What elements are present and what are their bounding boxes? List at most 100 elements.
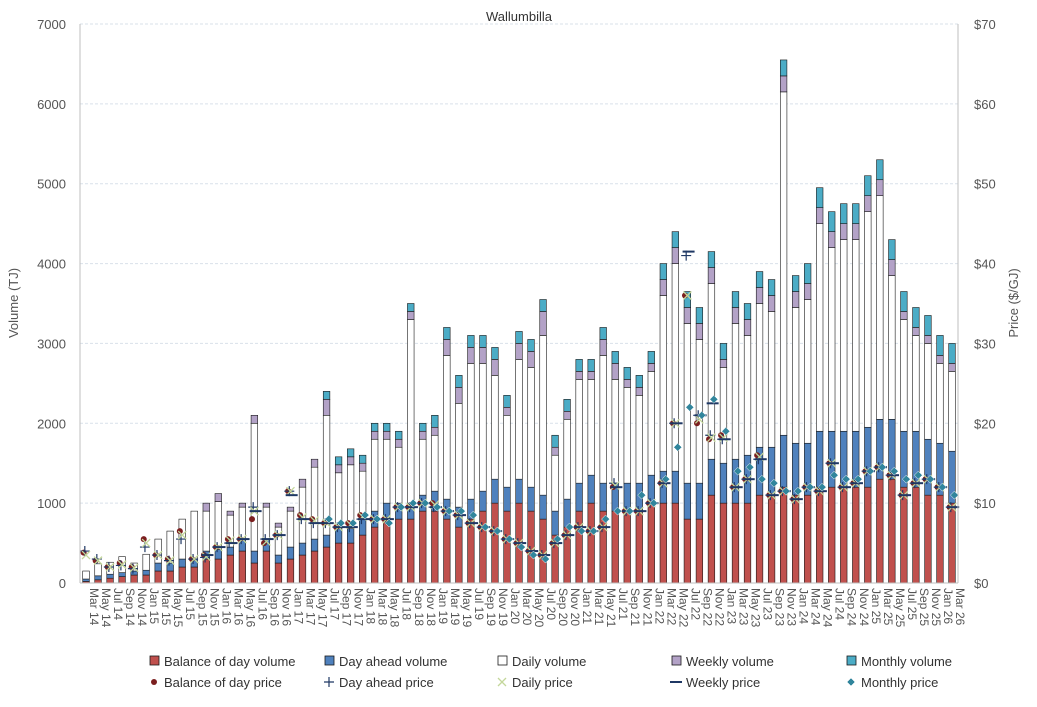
x-tick-label: May 22: [676, 588, 690, 628]
volume-bar: [635, 395, 643, 484]
price-point: [420, 498, 430, 508]
price-point: [709, 394, 719, 404]
price-point: [492, 526, 502, 536]
volume-bar: [599, 482, 607, 512]
volume-bar: [467, 363, 475, 500]
price-point: [432, 502, 442, 512]
volume-bar: [695, 482, 704, 520]
x-tick-label: Jul 22: [688, 588, 702, 620]
volume-bar: [599, 339, 607, 356]
price-point: [372, 514, 382, 524]
y-tick-label: 2000: [37, 416, 66, 431]
price-point: [517, 542, 526, 552]
volume-bar: [455, 403, 463, 508]
price-point: [649, 498, 659, 508]
volume-bar: [611, 363, 619, 380]
axes-layer: 0 1000 2000 3000 4000 5000 6000 7000 $0 $10 $20 $30…: [37, 17, 996, 591]
volume-bar: [804, 263, 812, 284]
volume-bar: [695, 323, 704, 340]
volume-bar: [575, 482, 583, 512]
x-tick-label: Sep 19: [484, 588, 498, 626]
volume-bar: [767, 295, 776, 312]
price-point: [853, 474, 863, 484]
x-tick-label: Jan 24: [797, 588, 811, 624]
volume-bar: [816, 187, 824, 208]
volume-bar: [226, 546, 234, 556]
volume-bar: [334, 528, 343, 544]
volume-bar: [479, 347, 487, 364]
volume-bar: [755, 271, 764, 288]
volume-bar: [298, 478, 307, 488]
price-point: [625, 506, 635, 516]
volume-bar: [659, 263, 667, 280]
price-point: [682, 291, 692, 300]
volume-bar: [900, 291, 908, 312]
volume-bar: [623, 367, 631, 380]
x-tick-label: Nov 23: [785, 588, 799, 626]
volume-bar: [828, 247, 836, 432]
volume-bar: [118, 572, 126, 577]
volume-bar: [443, 327, 451, 340]
volume-bar: [671, 470, 679, 504]
volume-bar: [755, 303, 764, 448]
volume-bar: [527, 510, 535, 584]
volume-bar: [767, 446, 776, 496]
volume-bar: [816, 486, 824, 584]
volume-bar: [178, 566, 186, 584]
volume-bar: [900, 319, 908, 432]
x-tick-label: Jan 16: [219, 588, 233, 624]
price-point: [129, 563, 139, 573]
volume-bar: [948, 371, 956, 452]
x-tick-label: Jul 19: [472, 588, 486, 620]
volume-bar: [142, 553, 150, 571]
price-point: [889, 466, 899, 476]
price-point: [637, 490, 647, 500]
volume-bar: [671, 263, 679, 472]
volume-bar: [864, 426, 872, 488]
volume-bar: [731, 307, 740, 324]
price-point: [103, 562, 114, 573]
volume-bar: [816, 207, 824, 224]
price-point: [817, 482, 827, 492]
price-point: [925, 474, 935, 484]
legend-label: Balance of day volume: [164, 654, 296, 669]
volume-bar: [443, 518, 451, 584]
volume-bar: [948, 502, 956, 584]
x-tick-label: Mar 25: [881, 588, 895, 626]
volume-bar: [659, 279, 667, 296]
volume-bar: [395, 438, 403, 448]
x-tick-label: May 17: [316, 588, 330, 628]
price-point: [805, 482, 815, 492]
x-tick-label: Mar 16: [231, 588, 245, 626]
volume-bar: [479, 490, 487, 512]
volume-bar: [431, 434, 439, 492]
volume-bar: [611, 510, 619, 584]
price-point: [601, 514, 610, 524]
volume-bar: [503, 414, 511, 488]
volume-bar: [539, 494, 547, 520]
volume-bar: [731, 502, 740, 584]
volume-bar: [912, 335, 920, 432]
y2-tick-label: $30: [974, 336, 996, 351]
price-point: [721, 426, 731, 436]
volume-bar: [322, 546, 331, 584]
x-tick-label: Nov 22: [712, 588, 726, 626]
volume-bar: [118, 576, 126, 584]
volume-bar: [515, 359, 523, 480]
price-point: [324, 514, 334, 524]
price-point: [117, 560, 127, 570]
x-tick-label: Nov 15: [207, 588, 221, 626]
volume-bar: [310, 466, 319, 540]
price-point: [685, 402, 695, 412]
volume-bar: [936, 494, 944, 584]
x-tick-label: Mar 22: [664, 588, 678, 626]
volume-bar: [479, 510, 487, 584]
y2-tick-label: $20: [974, 416, 996, 431]
volume-bar: [876, 195, 884, 420]
volume-bar: [743, 303, 752, 320]
price-point: [360, 510, 370, 520]
volume-bar: [816, 430, 824, 488]
volume-bar: [539, 335, 547, 496]
volume-bar: [322, 534, 331, 548]
volume-bar: [431, 414, 439, 428]
